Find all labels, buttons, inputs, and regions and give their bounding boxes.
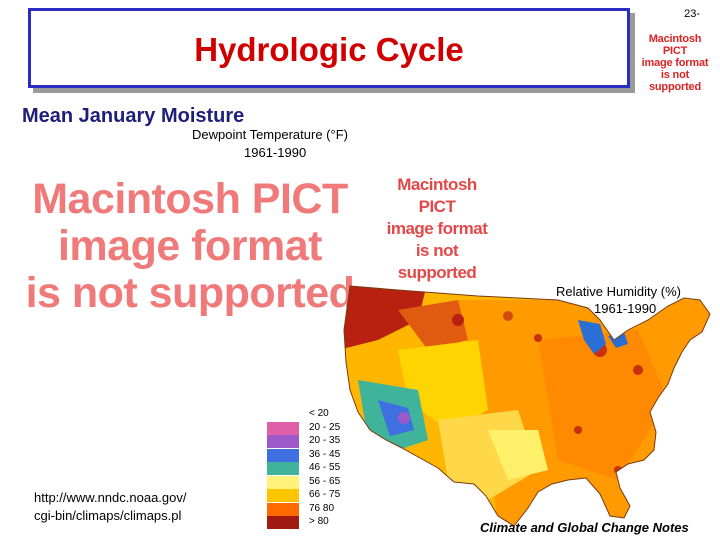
pict-line-1: Macintosh PICT: [32, 175, 348, 223]
legend-swatch: [267, 435, 299, 448]
legend-label: 56 - 65: [309, 475, 341, 487]
legend-label: > 80: [309, 516, 329, 527]
source-url-line-1: http://www.nndc.noaa.gov/: [34, 490, 187, 505]
pict-line-2: image format: [57, 222, 323, 270]
legend-swatch: [267, 448, 299, 462]
legend-item: 36 - 45: [265, 448, 340, 463]
legend-item: < 20: [265, 408, 329, 422]
pict-line-3: is not supported: [25, 269, 355, 317]
legend-label: 46 - 55: [309, 462, 341, 473]
legend-swatch: [267, 475, 299, 489]
pict-placeholder-small: Macintosh PICT image format is not suppo…: [636, 33, 714, 93]
legend-item: 20 - 25: [265, 421, 340, 436]
legend-swatch: [267, 516, 299, 529]
legend-item: 66 - 75: [265, 489, 340, 503]
pict-line-2: image format: [641, 57, 709, 69]
legend-item: 20 - 35: [265, 435, 340, 449]
legend-item: > 80: [265, 516, 329, 530]
legend-label: 76 80: [309, 502, 335, 514]
pict-line-3: is not supported: [649, 69, 701, 93]
pict-placeholder-large: Macintosh PICT image format is not suppo…: [4, 176, 376, 317]
legend-item: 56 - 65: [265, 475, 340, 490]
legend-item: 46 - 55: [265, 462, 340, 476]
humidity-map: [338, 280, 718, 530]
legend-swatch: [267, 489, 299, 502]
subtitle: Mean January Moisture: [22, 105, 245, 127]
slide-number: 23-: [684, 8, 700, 20]
pict-placeholder-medium: Macintosh PICT image format is not suppo…: [378, 174, 496, 284]
usa-map-graphic: [343, 285, 711, 527]
pict-line-3: is not supported: [397, 241, 477, 282]
footer-note: Climate and Global Change Notes: [480, 520, 689, 535]
legend-label: < 20: [309, 408, 329, 419]
dewpoint-title: Dewpoint Temperature (°F): [192, 127, 348, 142]
source-url-line-2: cgi-bin/climaps/climaps.pl: [34, 508, 182, 523]
legend-swatch: [267, 408, 299, 421]
humidity-years: 1961-1990: [594, 301, 657, 316]
slide-title: Hydrologic Cycle: [194, 31, 464, 68]
legend-label: 20 - 35: [309, 435, 341, 446]
legend-swatch: [267, 462, 299, 475]
pict-line-1: Macintosh PICT: [397, 175, 477, 216]
title-box: Hydrologic Cycle: [28, 8, 630, 88]
legend-swatch: [267, 421, 299, 435]
pict-line-1: Macintosh PICT: [648, 33, 702, 57]
legend-swatch: [267, 502, 299, 516]
legend-label: 36 - 45: [309, 448, 341, 460]
legend-label: 66 - 75: [309, 489, 341, 500]
legend-label: 20 - 25: [309, 421, 341, 433]
legend-item: 76 80: [265, 502, 334, 517]
dewpoint-years: 1961-1990: [244, 145, 307, 160]
pict-line-2: image format: [386, 219, 488, 238]
humidity-title: Relative Humidity (%): [556, 284, 681, 299]
